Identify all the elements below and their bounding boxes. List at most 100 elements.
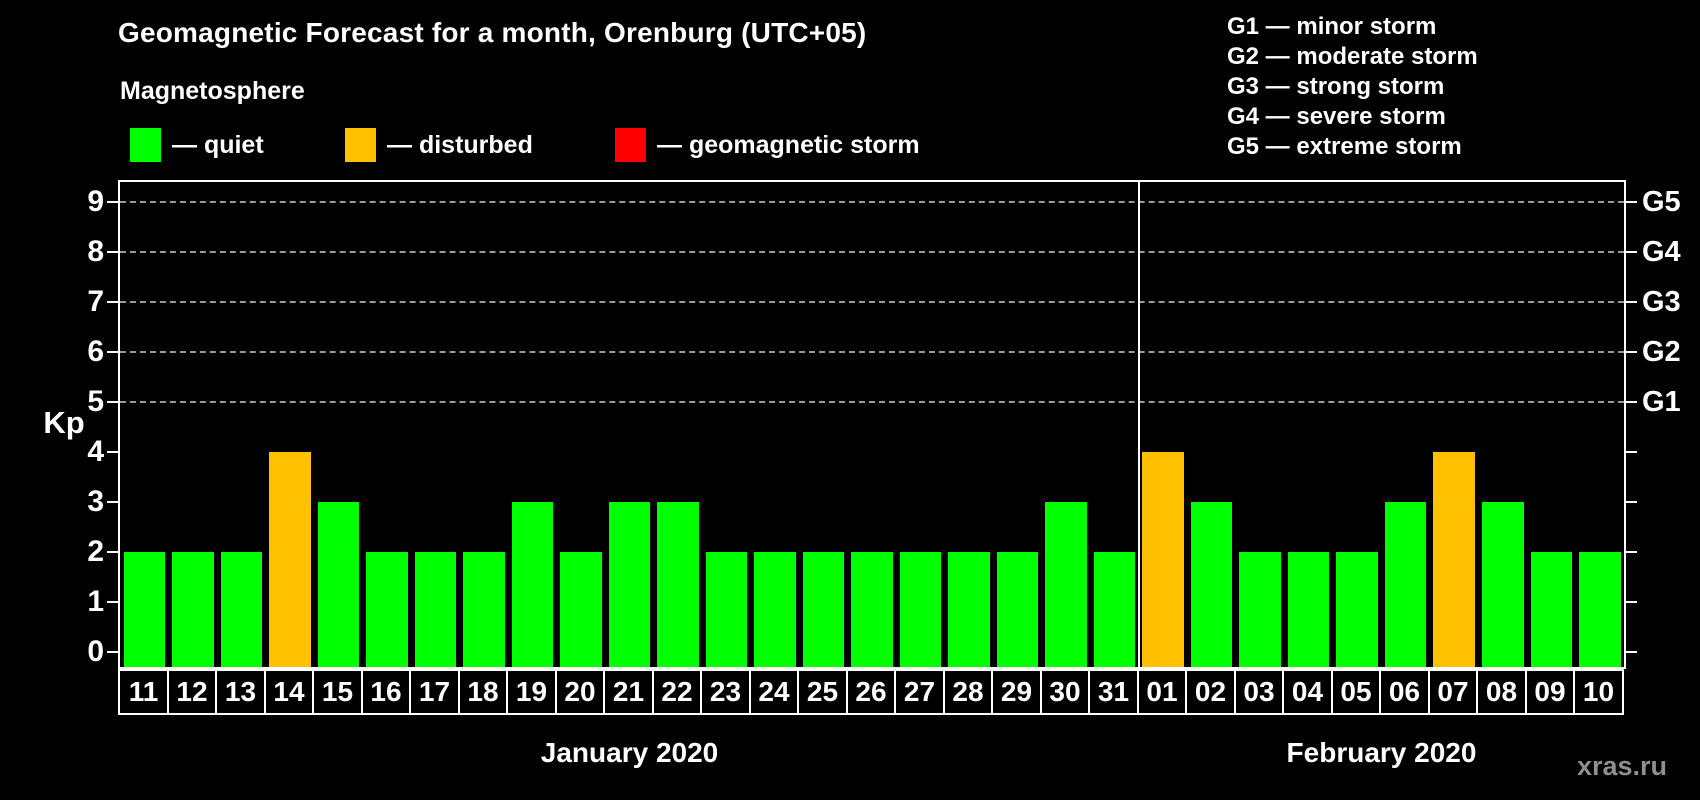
watermark: xras.ru: [1576, 751, 1667, 781]
y-tick-label-6: 6: [87, 335, 104, 368]
date-cell-23: 23: [700, 669, 751, 715]
date-cell-11: 11: [118, 669, 169, 715]
right-tick-kp8: [1626, 251, 1637, 253]
right-tick-kp6: [1626, 351, 1637, 353]
left-tick-kp0: [107, 651, 118, 653]
kp-bar-day-04: [1287, 552, 1330, 667]
y-tick-label-4: 4: [87, 435, 104, 468]
storm-color-swatch: [615, 128, 646, 162]
disturbed-color-swatch: [345, 128, 376, 162]
date-cell-17: 17: [409, 669, 460, 715]
date-cell-04: 04: [1282, 669, 1333, 715]
kp-bar-day-23: [705, 552, 748, 667]
date-cell-10: 10: [1573, 669, 1624, 715]
kp-bar-day-08: [1482, 502, 1524, 667]
right-tick-kp4: [1626, 451, 1637, 453]
kp-bar-day-14: [269, 452, 311, 667]
y-tick-label-7: 7: [87, 285, 104, 318]
g-scale-legend: G1 — minor storm G2 — moderate storm G3 — …: [1227, 12, 1478, 162]
gridline-kp7: [120, 301, 1624, 303]
g-tick-label-G5: G5: [1642, 186, 1681, 218]
left-tick-kp7: [107, 301, 118, 303]
left-tick-kp6: [107, 351, 118, 353]
date-cell-01: 01: [1137, 669, 1187, 715]
gridline-kp6: [120, 351, 1624, 353]
kp-bar-day-07: [1433, 452, 1475, 667]
kp-bar-day-21: [608, 502, 651, 667]
kp-bar-day-01: [1142, 452, 1184, 667]
right-tick-kp9: [1626, 201, 1637, 203]
date-cell-27: 27: [894, 669, 945, 715]
g-scale-legend-item: G4 — severe storm: [1227, 103, 1446, 130]
date-cell-15: 15: [312, 669, 363, 715]
left-tick-kp4: [107, 451, 118, 453]
month-label-january: January 2020: [540, 737, 719, 768]
legend-label-quiet: — quiet: [172, 130, 264, 159]
g-scale-legend-item: G3 — strong storm: [1227, 73, 1445, 100]
kp-bar-day-29: [996, 552, 1039, 667]
y-tick-label-1: 1: [87, 585, 104, 618]
kp-bar-day-11: [123, 552, 165, 667]
kp-bar-day-18: [463, 552, 505, 667]
date-cell-20: 20: [555, 669, 605, 715]
quiet-color-swatch: [130, 128, 161, 162]
kp-bar-day-12: [172, 552, 214, 667]
kp-bar-day-06: [1384, 502, 1427, 667]
g-scale-legend-item: G1 — minor storm: [1227, 13, 1437, 40]
right-tick-kp3: [1626, 501, 1637, 503]
kp-bar-day-17: [414, 552, 457, 667]
left-tick-kp3: [107, 501, 118, 503]
y-tick-label-3: 3: [87, 485, 104, 518]
date-cell-22: 22: [652, 669, 702, 715]
right-tick-kp0: [1626, 651, 1637, 653]
date-cell-21: 21: [603, 669, 654, 715]
plot-area: [107, 180, 1637, 669]
right-tick-kp2: [1626, 551, 1637, 553]
date-cell-14: 14: [264, 669, 314, 715]
date-cell-05: 05: [1331, 669, 1381, 715]
kp-bar-day-19: [511, 502, 554, 667]
right-tick-kp5: [1626, 401, 1637, 403]
y-tick-label-5: 5: [87, 385, 104, 418]
kp-bar-day-30: [1045, 502, 1087, 667]
legend-label-storm: — geomagnetic storm: [657, 130, 920, 159]
g-tick-label-G3: G3: [1642, 286, 1681, 318]
month-label-february: February 2020: [1286, 737, 1477, 768]
g-tick-label-G4: G4: [1642, 236, 1681, 268]
kp-bar-day-03: [1239, 552, 1281, 667]
date-cell-28: 28: [943, 669, 993, 715]
chart-subtitle: Magnetosphere: [120, 77, 305, 105]
gridline-kp5: [120, 401, 1624, 403]
y-axis-label: Kp: [43, 405, 85, 440]
kp-bar-day-09: [1530, 552, 1572, 667]
date-cell-06: 06: [1379, 669, 1430, 715]
date-cell-03: 03: [1234, 669, 1284, 715]
kp-bar-day-16: [366, 552, 408, 667]
date-cell-02: 02: [1185, 669, 1236, 715]
kp-bar-day-31: [1093, 552, 1136, 667]
date-cell-26: 26: [846, 669, 896, 715]
y-tick-label-9: 9: [87, 185, 104, 218]
legend-label-disturbed: — disturbed: [387, 130, 533, 159]
y-tick-label-8: 8: [87, 235, 104, 268]
date-cell-19: 19: [506, 669, 557, 715]
kp-bar-day-22: [657, 502, 699, 667]
left-tick-kp1: [107, 601, 118, 603]
kp-bar-day-25: [802, 552, 845, 667]
right-tick-kp1: [1626, 601, 1637, 603]
date-cell-18: 18: [458, 669, 508, 715]
kp-bar-day-20: [560, 552, 602, 667]
kp-bar-day-24: [754, 552, 796, 667]
legend-item-disturbed: — disturbed: [345, 124, 533, 166]
date-cell-30: 30: [1040, 669, 1090, 715]
date-cell-12: 12: [167, 669, 217, 715]
legend-item-storm: — geomagnetic storm: [615, 124, 920, 166]
kp-bar-day-15: [317, 502, 360, 667]
y-tick-label-0: 0: [87, 635, 104, 668]
kp-bar-day-27: [899, 552, 942, 667]
month-separator-line: [1138, 182, 1140, 667]
g-tick-label-G2: G2: [1642, 336, 1681, 368]
left-tick-kp5: [107, 401, 118, 403]
gridline-kp8: [120, 251, 1624, 253]
